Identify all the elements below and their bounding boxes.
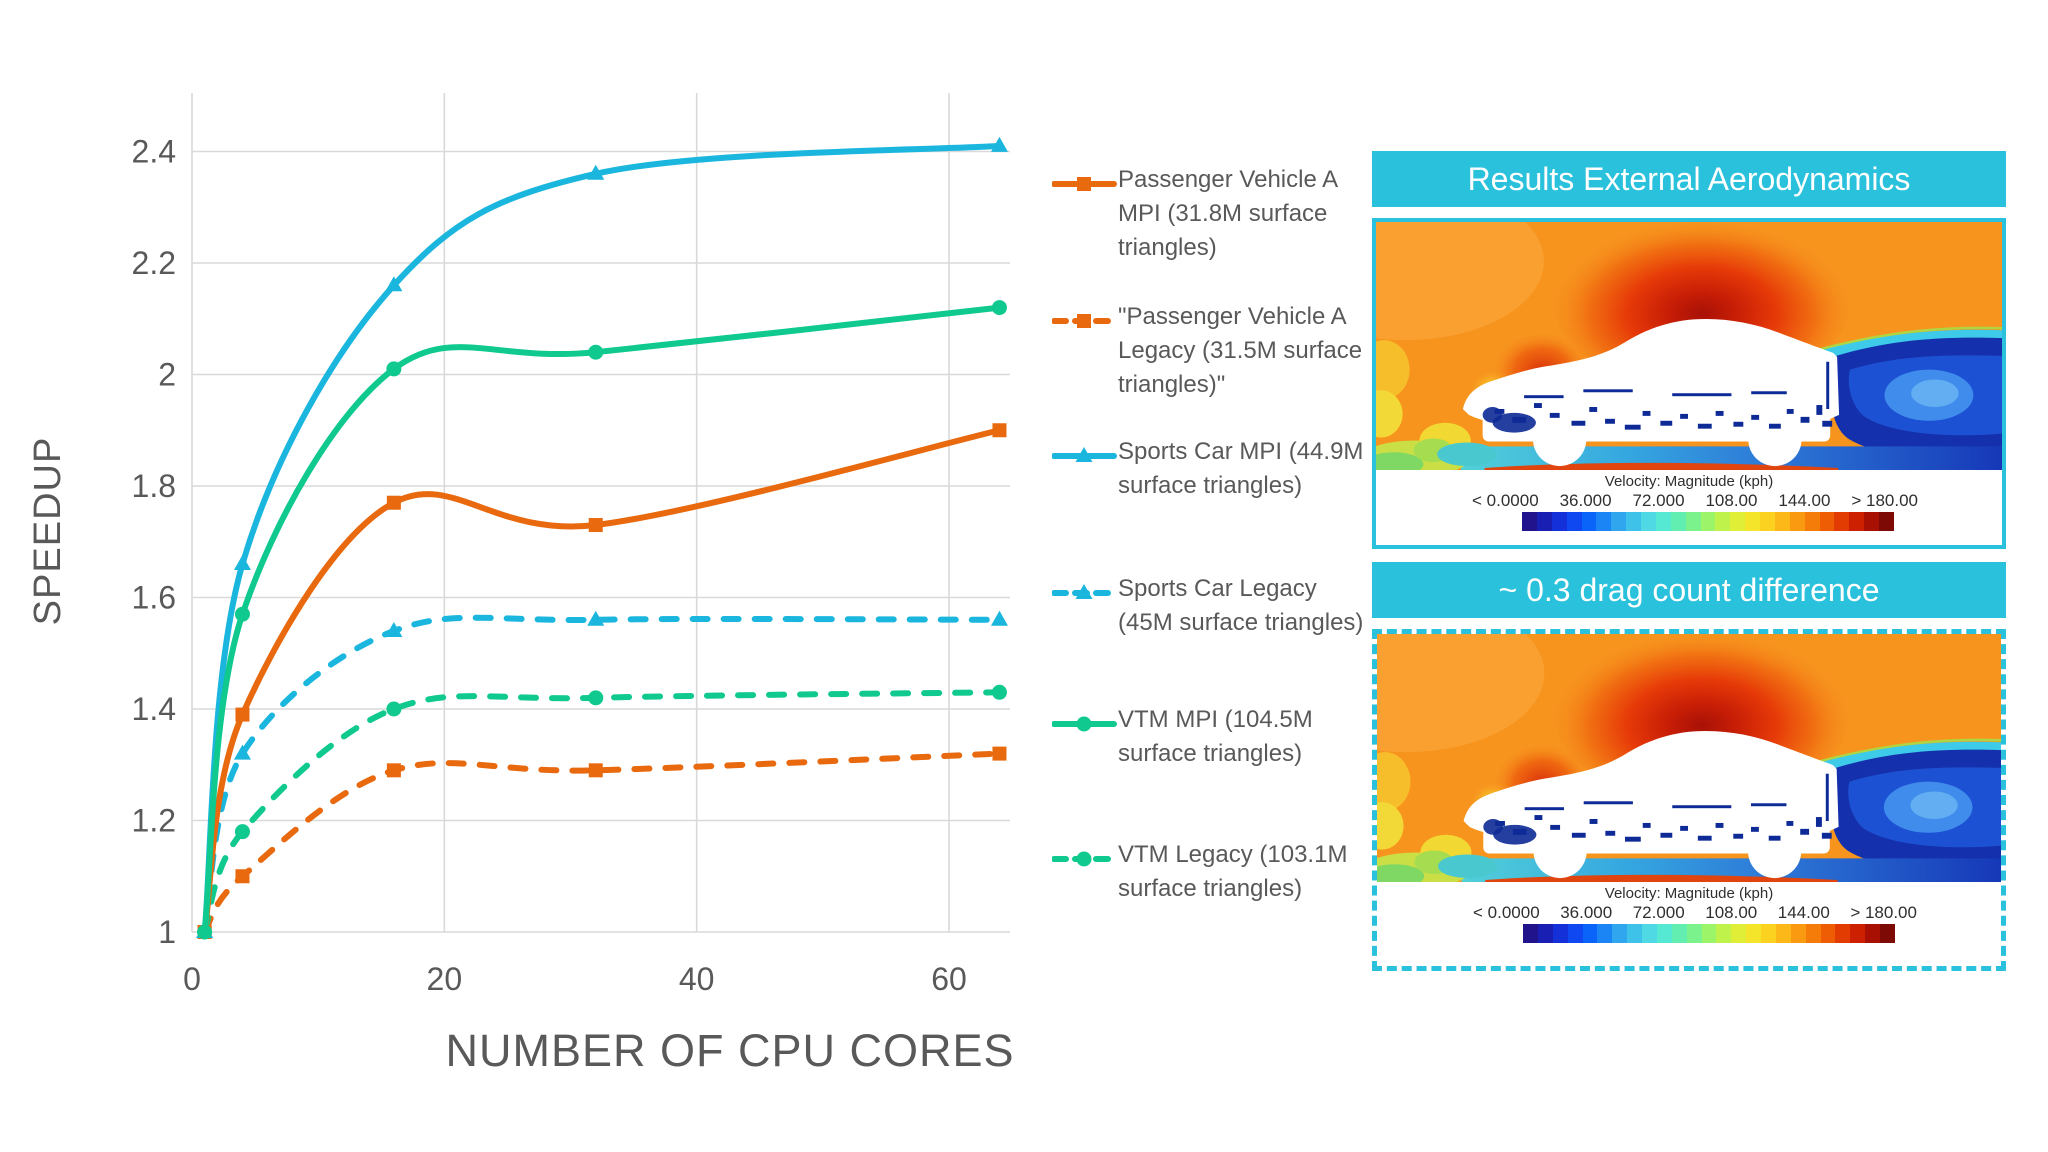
- series-line-5: [201, 689, 1003, 935]
- legend-item-4: VTM MPI (104.5M surface triangles): [1052, 703, 1366, 771]
- colorbar-label: 108.00: [1705, 903, 1758, 922]
- y-tick-label: 2.4: [132, 134, 176, 170]
- y-tick-label: 1: [158, 914, 176, 950]
- colorbar-gradient: [1523, 924, 1895, 943]
- cfd-contour-image: [1377, 634, 2001, 882]
- cfd-panel-legacy: Velocity: Magnitude (kph) < 0.0000 36.000…: [1372, 629, 2006, 971]
- legend-item-3: Sports Car Legacy (45M surface triangles…: [1052, 572, 1366, 640]
- y-tick-label: 1.6: [132, 580, 176, 616]
- colorbar-labels: < 0.0000 36.000 72.000 108.00 144.00 > 180.00: [1376, 491, 2002, 511]
- y-tick-label: 1.2: [132, 803, 176, 839]
- y-tick-label: 1.4: [132, 691, 176, 727]
- cfd-contour-image: [1376, 222, 2002, 470]
- colorbar-label: 144.00: [1778, 491, 1831, 510]
- legend-item-0: Passenger Vehicle A MPI (31.8M surface t…: [1052, 163, 1366, 265]
- chart-gridlines: [191, 93, 1010, 933]
- legend-item-label: Sports Car MPI (44.9M surface triangles): [1118, 438, 1364, 499]
- colorbar-label: 36.000: [1559, 491, 1612, 510]
- series-line-2: [201, 142, 1003, 935]
- colorbar-labels: < 0.0000 36.000 72.000 108.00 144.00 > 180.00: [1377, 903, 2001, 923]
- x-axis-title: NUMBER OF CPU CORES: [445, 1025, 1014, 1076]
- colorbar-label: > 180.00: [1851, 491, 1918, 510]
- chart-legend: Passenger Vehicle A MPI (31.8M surface t…: [1052, 0, 1382, 1000]
- velocity-colorbar: Velocity: Magnitude (kph) < 0.0000 36.000…: [1377, 882, 2001, 966]
- colorbar-label: < 0.0000: [1472, 491, 1539, 510]
- y-tick-label: 2: [158, 357, 176, 393]
- colorbar-title: Velocity: Magnitude (kph): [1604, 473, 1774, 490]
- results-banner: Results External Aerodynamics: [1372, 151, 2006, 207]
- legend-marker-triangle: [1052, 447, 1117, 462]
- legend-marker-circle: [1052, 851, 1117, 867]
- colorbar-label: 72.000: [1632, 903, 1685, 922]
- colorbar-label: 36.000: [1560, 903, 1613, 922]
- x-tick-label: 0: [183, 961, 201, 997]
- legend-marker-square: [1052, 314, 1117, 328]
- colorbar-gradient: [1522, 512, 1894, 531]
- cfd-panel-mpi: Velocity: Magnitude (kph) < 0.0000 36.000…: [1372, 218, 2006, 549]
- colorbar-title: Velocity: Magnitude (kph): [1604, 885, 1774, 902]
- series-line-0: [201, 427, 1003, 935]
- chart-series: [196, 136, 1008, 940]
- y-axis-title: SPEEDUP: [27, 437, 69, 626]
- legend-item-label: Passenger Vehicle A MPI (31.8M surface t…: [1118, 166, 1337, 261]
- x-tick-label: 20: [427, 961, 463, 997]
- legend-item-label: Sports Car Legacy (45M surface triangles…: [1118, 575, 1364, 636]
- y-tick-label: 1.8: [132, 468, 176, 504]
- x-tick-label: 40: [679, 961, 715, 997]
- colorbar-label: > 180.00: [1850, 903, 1917, 922]
- chart-tick-labels: 1 1.2 1.4 1.6 1.8 2 2.2 2.4 0 20 40 60: [132, 134, 967, 998]
- velocity-colorbar: Velocity: Magnitude (kph) < 0.0000 36.000…: [1376, 470, 2002, 545]
- legend-item-label: VTM Legacy (103.1M surface triangles): [1118, 841, 1348, 902]
- legend-item-2: Sports Car MPI (44.9M surface triangles): [1052, 435, 1366, 503]
- series-line-1: [201, 750, 1003, 935]
- legend-marker-square: [1052, 177, 1117, 191]
- legend-marker-circle: [1052, 716, 1117, 732]
- x-tick-label: 60: [931, 961, 967, 997]
- legend-marker-triangle: [1052, 584, 1117, 599]
- legend-item-label: VTM MPI (104.5M surface triangles): [1118, 706, 1313, 767]
- colorbar-label: < 0.0000: [1473, 903, 1540, 922]
- legend-item-1: "Passenger Vehicle A Legacy (31.5M surfa…: [1052, 300, 1366, 402]
- colorbar-label: 72.000: [1632, 491, 1685, 510]
- legend-item-label: "Passenger Vehicle A Legacy (31.5M surfa…: [1118, 303, 1363, 398]
- colorbar-label: 108.00: [1705, 491, 1758, 510]
- drag-count-banner: ~ 0.3 drag count difference: [1372, 562, 2006, 618]
- colorbar-label: 144.00: [1777, 903, 1830, 922]
- y-tick-label: 2.2: [132, 245, 176, 281]
- legend-item-5: VTM Legacy (103.1M surface triangles): [1052, 838, 1366, 906]
- series-line-3: [201, 614, 1003, 935]
